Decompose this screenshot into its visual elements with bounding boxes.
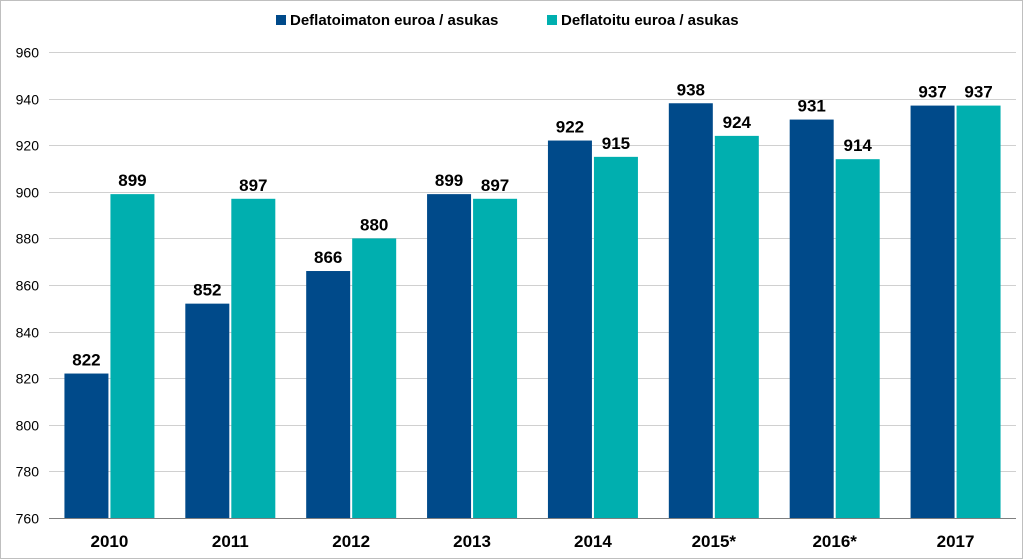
data-label: 915	[602, 134, 630, 153]
y-tick-label: 800	[16, 418, 40, 434]
bar-deflatoimaton-2012	[306, 271, 351, 518]
data-label: 931	[798, 97, 826, 116]
x-axis: 2010 2011 2012 2013 2014 2015* 2016* 2017	[91, 532, 975, 551]
y-tick-label: 780	[16, 464, 40, 480]
bar-deflatoimaton-2010	[64, 373, 109, 518]
x-tick-label: 2015*	[692, 532, 737, 551]
data-label: 866	[314, 248, 342, 267]
legend-label: Deflatoimaton euroa / asukas	[290, 12, 498, 29]
data-label: 899	[435, 171, 463, 190]
bar-deflatoimaton-2017	[910, 105, 955, 518]
y-tick-label: 920	[16, 138, 40, 154]
bar-deflatoitu-2014	[593, 156, 638, 518]
bar-deflatoitu-2017	[956, 105, 1001, 518]
y-tick-label: 940	[16, 92, 40, 108]
y-tick-label: 860	[16, 278, 40, 294]
bar-deflatoitu-2016*	[835, 159, 880, 518]
legend-swatch	[547, 15, 557, 25]
legend-swatch	[276, 15, 286, 25]
data-labels: 822 899 852 897 866 880 899 897 922 915 938 924 931 9…	[72, 80, 993, 369]
x-tick-label: 2017	[937, 532, 975, 551]
x-tick-label: 2011	[212, 532, 249, 551]
bar-deflatoitu-2010	[110, 194, 155, 518]
data-label: 899	[118, 171, 146, 190]
data-label: 938	[677, 80, 705, 99]
data-label: 937	[964, 83, 992, 102]
bar-deflatoitu-2012	[352, 238, 397, 518]
y-tick-label: 820	[16, 371, 40, 387]
bars	[64, 103, 1001, 519]
bar-deflatoimaton-2013	[427, 194, 472, 518]
y-tick-label: 880	[16, 231, 40, 247]
data-label: 822	[72, 351, 100, 370]
legend-label: Deflatoitu euroa / asukas	[561, 12, 739, 29]
x-tick-label: 2010	[91, 532, 129, 551]
y-tick-label: 760	[16, 511, 40, 527]
data-label: 937	[918, 83, 946, 102]
data-label: 922	[556, 118, 584, 137]
legend: Deflatoimaton euroa / asukas Deflatoitu e…	[276, 12, 739, 29]
y-tick-label: 840	[16, 325, 40, 341]
bar-deflatoitu-2013	[473, 198, 518, 519]
bar-deflatoimaton-2015*	[668, 103, 713, 518]
y-axis: 760 780 800 820 840 860 880 900 920 940 960	[16, 45, 40, 527]
y-tick-label: 960	[16, 45, 40, 61]
data-label: 914	[844, 136, 873, 155]
bar-deflatoimaton-2011	[185, 303, 230, 518]
bar-deflatoitu-2015*	[714, 135, 759, 518]
bar-deflatoimaton-2014	[547, 140, 592, 519]
y-tick-label: 900	[16, 185, 40, 201]
bar-deflatoimaton-2016*	[789, 119, 834, 518]
x-tick-label: 2016*	[812, 532, 857, 551]
bar-deflatoitu-2011	[231, 198, 276, 519]
data-label: 852	[193, 281, 221, 300]
data-label: 880	[360, 215, 388, 234]
x-tick-label: 2014	[574, 532, 612, 551]
data-label: 897	[481, 176, 509, 195]
data-label: 897	[239, 176, 267, 195]
x-tick-label: 2013	[453, 532, 491, 551]
x-tick-label: 2012	[332, 532, 370, 551]
data-label: 924	[723, 113, 752, 132]
